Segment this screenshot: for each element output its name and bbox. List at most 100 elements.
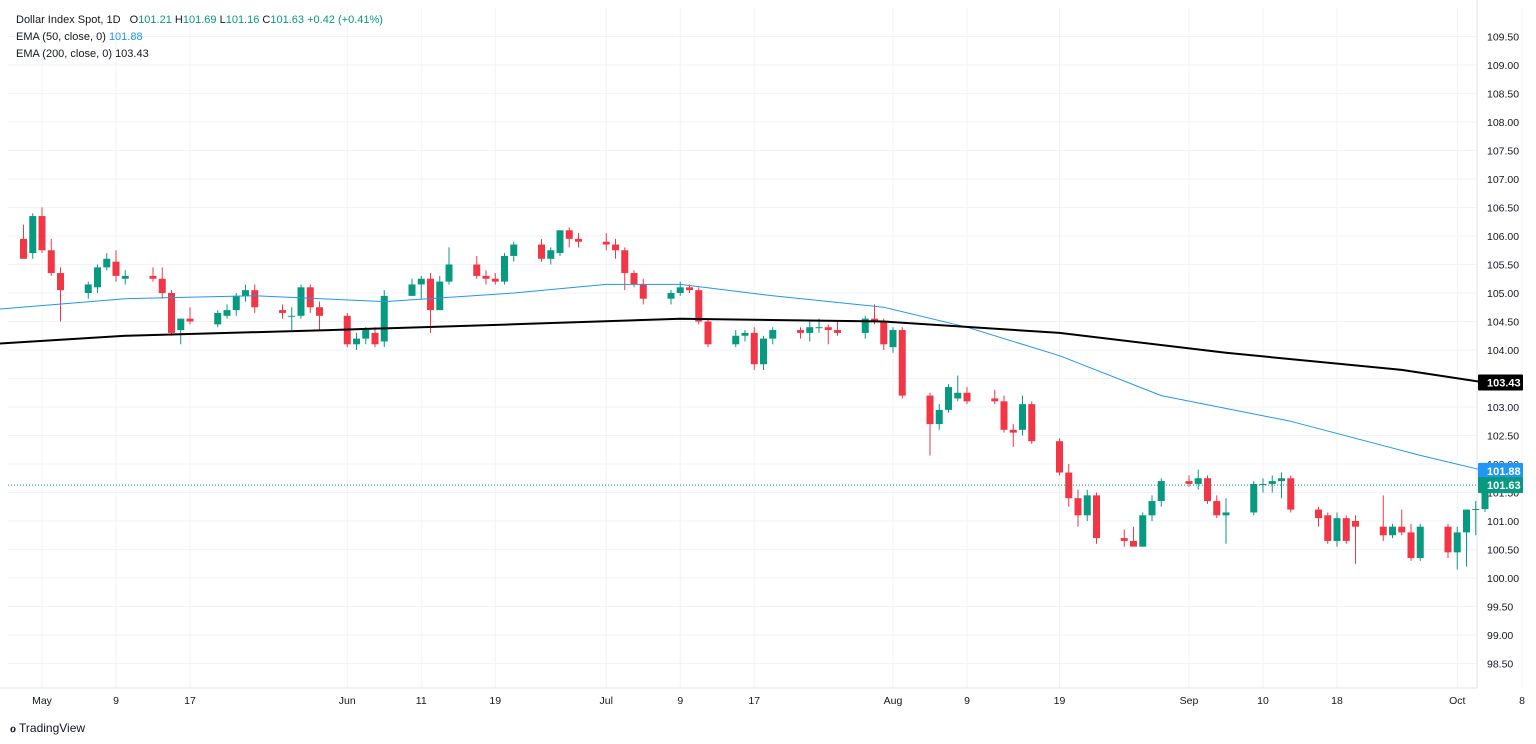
candle-up xyxy=(1453,532,1461,553)
time-axis-tick-label: 17 xyxy=(748,695,760,707)
candle-up xyxy=(741,332,749,336)
candle-up xyxy=(94,267,101,288)
time-axis-tick-label: 9 xyxy=(113,695,119,707)
candle-up xyxy=(362,330,370,339)
candle-down xyxy=(279,310,286,313)
tradingview-logo-icon: ℴ xyxy=(10,720,16,735)
price-axis-label-bg xyxy=(1478,477,1523,494)
candle-down xyxy=(20,238,27,259)
candle-up xyxy=(84,284,92,293)
price-axis-tick-label: 106.50 xyxy=(1487,203,1519,215)
candle-down xyxy=(1074,498,1082,516)
price-axis-tick-label: 104.50 xyxy=(1487,317,1519,329)
candle-up xyxy=(510,244,518,256)
candle-up xyxy=(1278,478,1285,482)
legend-ema50-row[interactable]: EMA (50, close, 0) 101.88 xyxy=(16,29,383,46)
legend-ema50-label: EMA (50, close, 0) xyxy=(16,31,106,43)
price-axis-tick-label: 99.50 xyxy=(1487,602,1513,614)
price-axis-tick-label: 100.50 xyxy=(1487,545,1519,557)
candle-up xyxy=(29,216,37,254)
candle-down xyxy=(1352,521,1359,527)
price-axis-label: 103.43 xyxy=(1478,374,1523,391)
candle-down xyxy=(926,395,934,425)
candle-up xyxy=(1481,485,1489,510)
candle-down xyxy=(991,398,999,402)
candle-down xyxy=(149,275,157,279)
candle-down xyxy=(1398,526,1406,533)
time-axis-tick-label: 19 xyxy=(1054,695,1066,707)
candle-down xyxy=(1444,526,1452,553)
candle-down xyxy=(1287,478,1295,510)
candle-down xyxy=(1065,472,1073,499)
time-axis-tick-label: 17 xyxy=(184,695,196,707)
candle-up xyxy=(676,287,684,293)
candle-down xyxy=(57,273,64,291)
candle-down xyxy=(158,278,166,293)
candle-up xyxy=(556,230,564,254)
candle-up xyxy=(242,290,249,296)
candle-up xyxy=(177,318,185,331)
candle-up xyxy=(1259,483,1267,485)
candle-down xyxy=(1093,495,1100,539)
candle-down xyxy=(1342,518,1350,541)
candle-down xyxy=(251,290,259,308)
candle-down xyxy=(630,273,638,285)
candle-up xyxy=(214,312,222,325)
candle-down xyxy=(1407,532,1415,559)
legend-ema200-row[interactable]: EMA (200, close, 0) 103.43 xyxy=(16,46,383,63)
candle-down xyxy=(473,264,481,276)
candle-down xyxy=(797,330,804,333)
ema50-line xyxy=(0,283,1486,472)
candle-up xyxy=(1389,526,1396,536)
candle-up xyxy=(1194,478,1202,484)
price-axis-label: 101.63 xyxy=(1478,477,1523,494)
price-axis-tick-label: 103.00 xyxy=(1487,402,1519,414)
candle-up xyxy=(1333,518,1341,541)
candle-down xyxy=(1315,509,1322,519)
price-axis-tick-label: 98.50 xyxy=(1487,659,1513,671)
candle-up xyxy=(121,275,129,279)
price-axis-tick-label: 104.00 xyxy=(1487,345,1519,357)
candle-up xyxy=(1157,481,1165,502)
candle-down xyxy=(1204,478,1211,502)
candle-up xyxy=(288,315,296,317)
candle-down xyxy=(38,216,46,251)
candle-down xyxy=(427,278,434,311)
candle-down xyxy=(1000,401,1008,430)
time-axis-tick-label: 9 xyxy=(964,695,970,707)
time-axis-tick-label: Jun xyxy=(339,695,356,707)
candle-down xyxy=(565,230,573,239)
time-axis-tick-label: 10 xyxy=(1257,695,1269,707)
candle-down xyxy=(880,321,888,345)
time-axis-tick-label: 8 xyxy=(1519,695,1525,707)
candle-up xyxy=(1148,501,1156,516)
candle-down xyxy=(1185,481,1193,484)
price-axis-label-text: 101.88 xyxy=(1487,466,1521,478)
candle-up xyxy=(760,338,767,365)
legend-close-label: C xyxy=(262,14,271,26)
candle-down xyxy=(963,392,971,402)
candle-down xyxy=(1324,515,1332,541)
candle-down xyxy=(834,330,841,333)
candle-up xyxy=(547,250,555,259)
time-axis-tick-label: Aug xyxy=(884,695,903,707)
candle-up xyxy=(861,318,869,333)
candle-up xyxy=(1472,509,1480,511)
candle-up xyxy=(1250,483,1258,513)
candle-up xyxy=(232,295,240,311)
legend-change: +0.42 (+0.41%) xyxy=(307,14,383,26)
chart-legend: Dollar Index Spot, 1D O101.21 H101.69 L1… xyxy=(16,12,383,63)
ema200-line xyxy=(0,317,1486,384)
candle-down xyxy=(538,244,545,259)
legend-open: 101.21 xyxy=(138,14,172,26)
candle-down xyxy=(639,284,647,299)
tradingview-logo[interactable]: ℴ TradingView xyxy=(10,720,85,736)
candle-down xyxy=(824,327,832,331)
candle-down xyxy=(1130,540,1137,547)
price-axis-label-text: 103.43 xyxy=(1487,377,1521,389)
price-axis-label: 101.88 xyxy=(1478,462,1523,479)
legend-high: 101.69 xyxy=(182,14,217,26)
candle-up xyxy=(445,264,453,282)
grid xyxy=(8,8,1523,688)
